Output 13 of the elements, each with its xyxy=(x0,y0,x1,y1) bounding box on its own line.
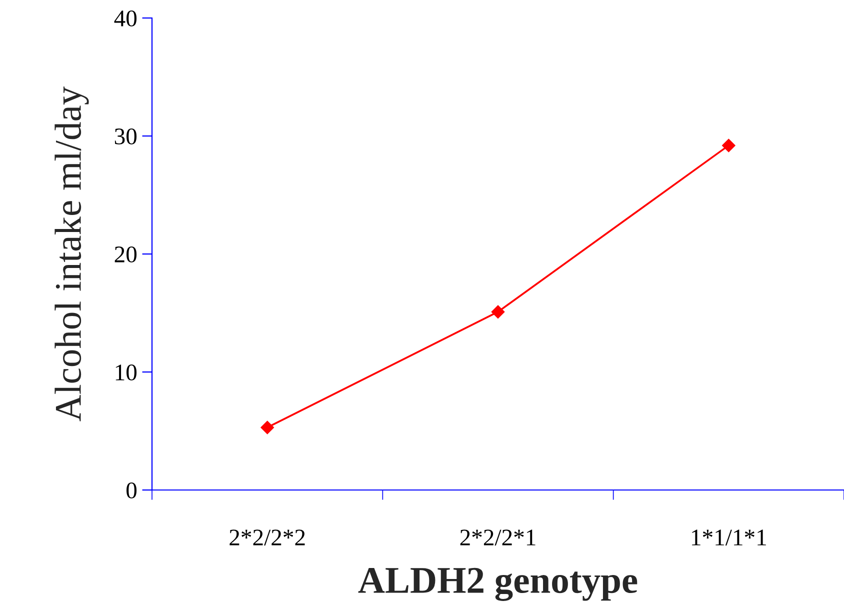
y-tick-label: 10 xyxy=(116,364,137,380)
y-axis-title: Alcohol intake ml/day xyxy=(54,86,89,422)
y-tick-label: 20 xyxy=(114,246,137,262)
x-tick-label: 2*2/2*1 xyxy=(460,530,536,546)
y-tick-label: 0 xyxy=(126,482,137,498)
x-axis-title: ALDH2 genotype xyxy=(358,568,638,601)
y-tick-label: 40 xyxy=(114,10,137,26)
point xyxy=(491,305,505,318)
x-tick-label: 1*1/1*1 xyxy=(692,530,766,546)
point xyxy=(260,420,274,434)
y-tick-label: 30 xyxy=(114,128,137,144)
point xyxy=(722,138,736,152)
x-tick-label: 2*2/2*2 xyxy=(230,530,305,546)
